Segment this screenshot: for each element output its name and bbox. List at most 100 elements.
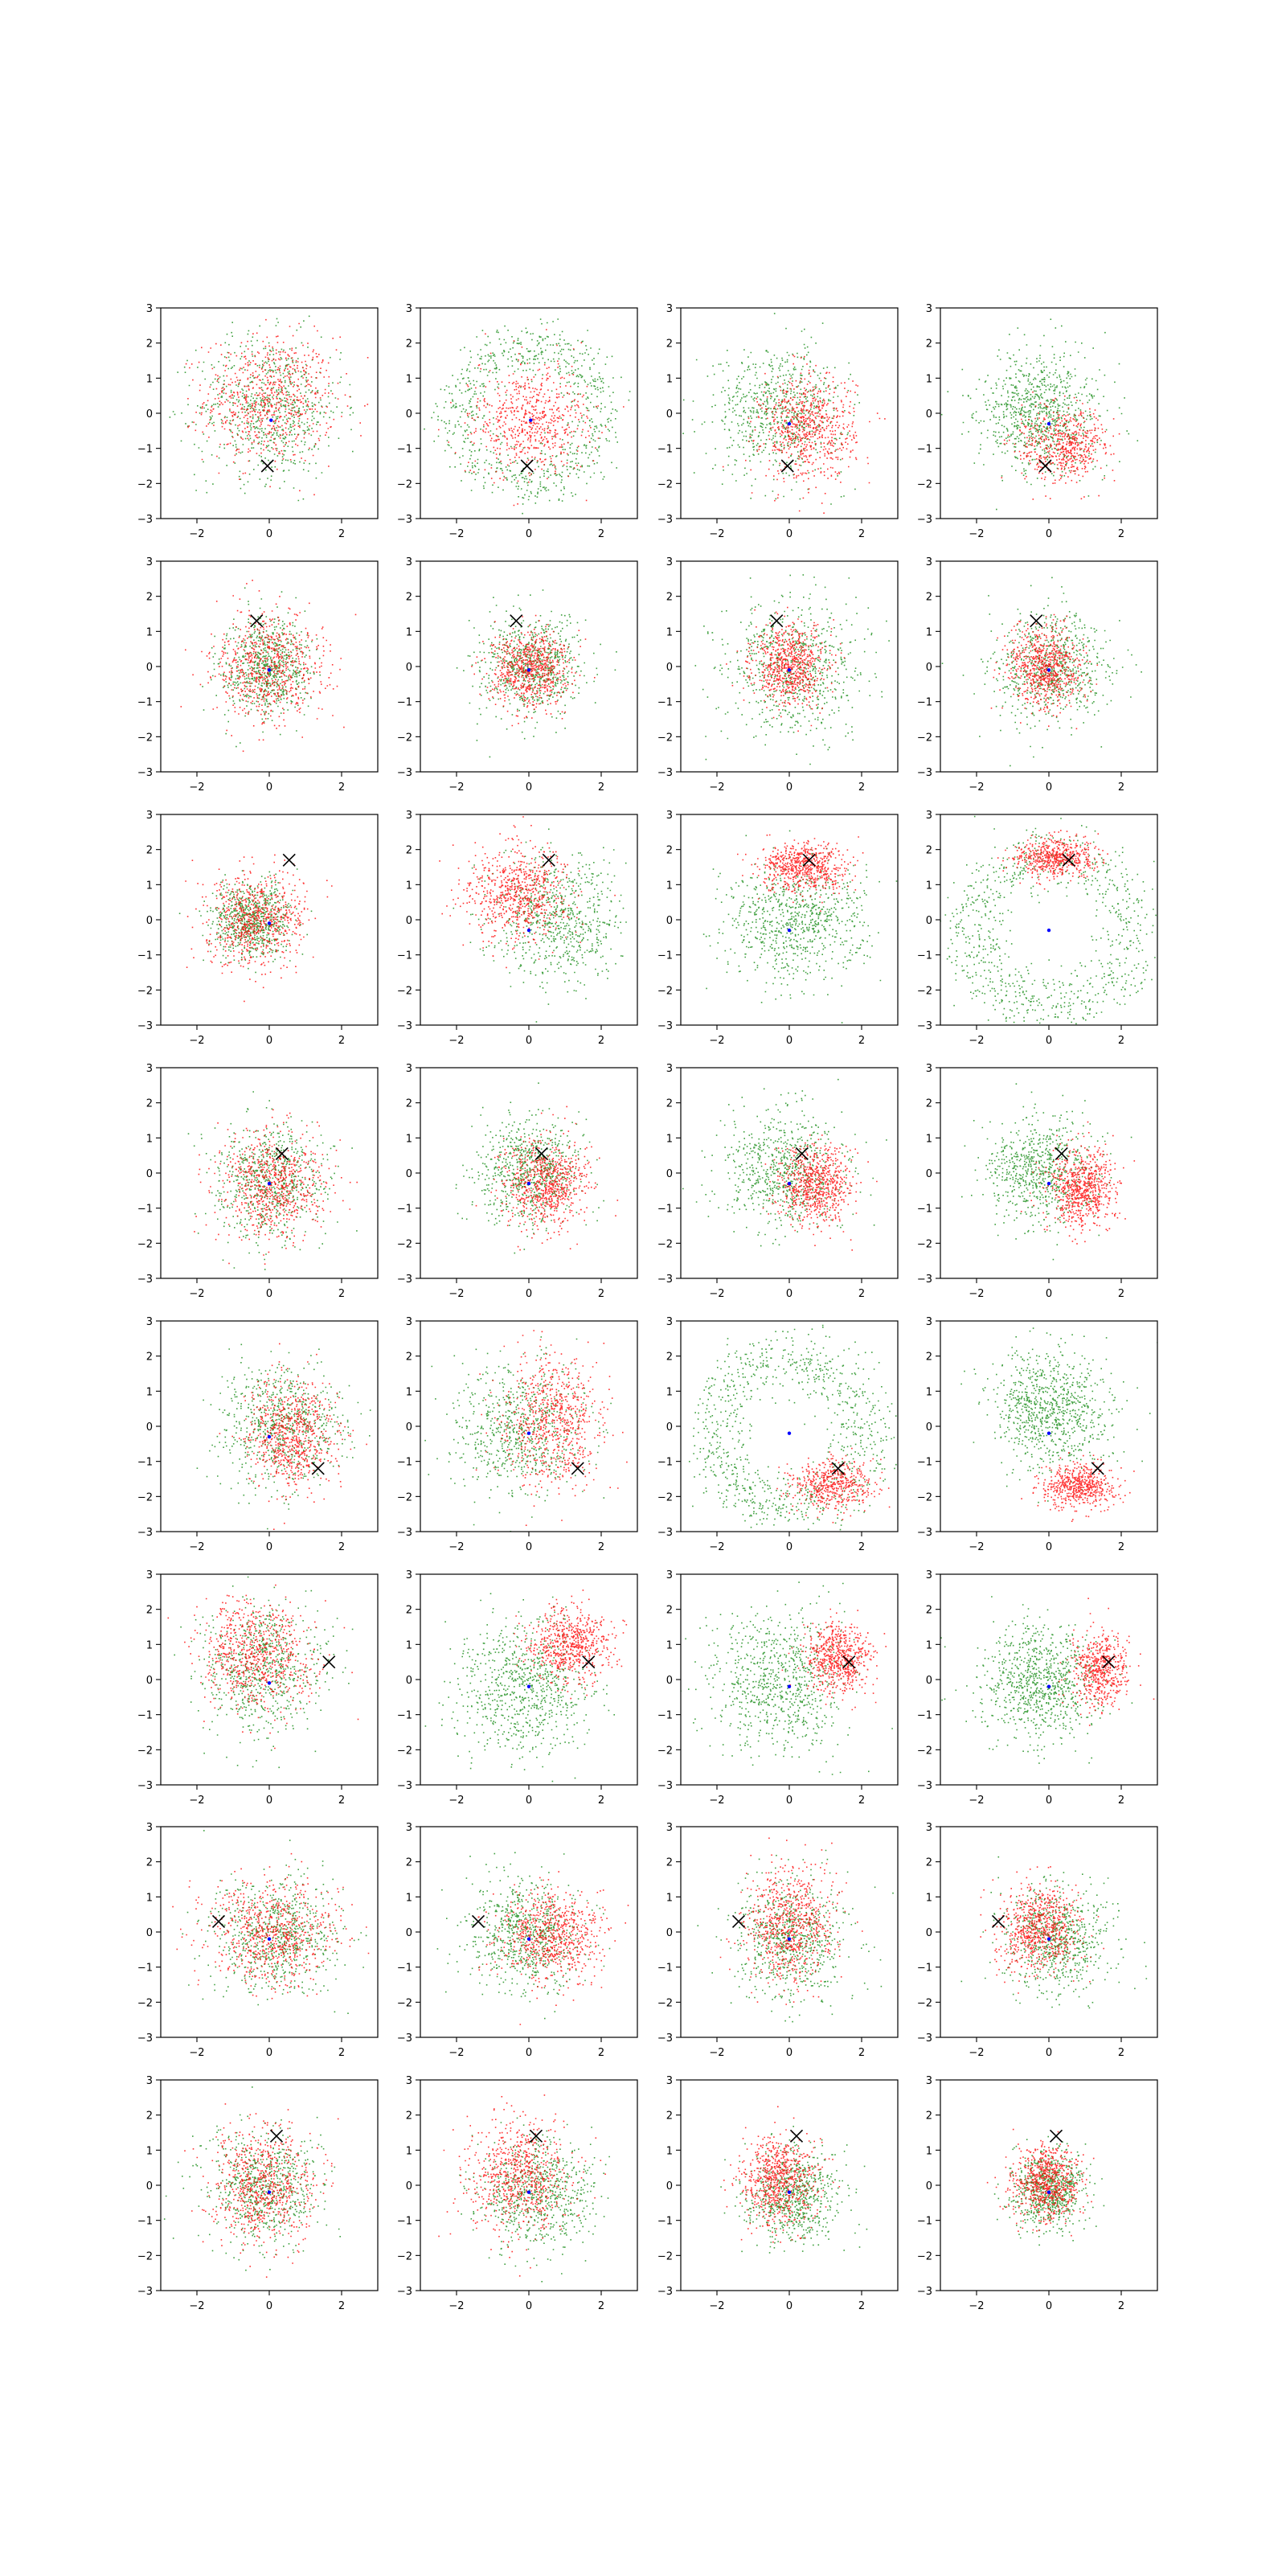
y-tick-label: −1 [137,697,153,709]
subplot-r7-c3: −2 0 2 −3 −2 −1 0 1 2 3 [917,2075,1158,2312]
y-tick-label: −2 [397,985,412,997]
x-tick-label: 0 [1046,1541,1052,1553]
x-tick-label: 2 [598,1288,604,1300]
scatter-points [163,2086,341,2278]
y-tick-label: 2 [146,845,153,857]
y-tick-label: 2 [146,1098,153,1110]
subplot-r6-c0: −2 0 2 −3 −2 −1 0 1 2 3 [137,1822,379,2059]
x-tick-label: 0 [266,1541,272,1553]
y-tick-label: 2 [666,1352,673,1364]
y-tick-label: −3 [917,2286,932,2298]
y-tick-label: −3 [137,1274,153,1286]
axes-frame [160,307,379,519]
x-tick-label: 2 [338,2047,345,2059]
y-tick-label: 0 [926,915,932,927]
y-tick-label: 3 [406,303,412,315]
x-marker [789,2129,804,2143]
x-tick-label: 0 [266,2047,272,2059]
y-tick-label: 1 [666,626,673,638]
x-marker [1062,853,1075,867]
subplot-r0-c2: −2 0 2 −3 −2 −1 0 1 2 3 [657,303,899,540]
y-tick-label: −1 [137,1963,153,1975]
x-tick-label: −2 [969,2300,984,2312]
green-scatter-series [453,828,627,1023]
y-tick-label: −2 [657,732,673,744]
y-tick-label: 1 [666,1639,673,1651]
axes-frame [940,1320,1158,1532]
subplot-r3-c1: −2 0 2 −3 −2 −1 0 1 2 3 [397,1063,638,1300]
blue-center-point [1046,1431,1051,1435]
x-tick-label: 0 [526,1288,532,1300]
y-tick-label: 0 [406,2180,412,2192]
y-tick-label: −3 [397,767,412,779]
y-tick-label: 0 [926,1927,932,1939]
y-tick-label: 0 [406,408,412,420]
x-tick-label: 2 [1118,781,1124,794]
scatter-points [702,830,898,1023]
subplot-r0-c0: −2 0 2 −3 −2 −1 0 1 2 3 [137,303,379,540]
green-scatter-series [960,1327,1157,1503]
x-tick-label: −2 [448,2047,464,2059]
y-tick-label: 1 [666,1892,673,1904]
y-tick-label: 1 [146,626,153,638]
y-tick-label: 1 [146,880,153,892]
y-tick-label: 1 [926,626,932,638]
y-tick-label: 3 [406,1822,412,1834]
x-tick-label: 0 [1046,2300,1052,2312]
y-tick-label: 3 [666,1822,673,1834]
scatter-points [180,580,357,753]
x-tick-label: 2 [1118,528,1124,540]
y-tick-label: 2 [926,1605,932,1617]
y-tick-label: 0 [666,662,673,674]
y-tick-label: 3 [926,1569,932,1581]
y-tick-label: −3 [917,1274,932,1286]
y-tick-label: −1 [917,2216,932,2228]
y-tick-label: −2 [917,1491,932,1503]
blue-center-point [526,1181,531,1186]
y-tick-label: −1 [397,2216,412,2228]
y-tick-label: −1 [917,950,932,962]
blue-center-point [1046,1937,1051,1941]
x-tick-label: 2 [858,1288,865,1300]
red-scatter-series [194,1109,358,1265]
y-tick-label: −3 [137,514,153,526]
y-tick-label: −3 [397,1780,412,1792]
blue-center-point [1046,668,1051,672]
y-tick-label: −2 [657,478,673,490]
y-tick-label: −3 [657,767,673,779]
x-tick-label: −2 [448,528,464,540]
green-scatter-series [940,815,1157,1025]
subplot-r6-c3: −2 0 2 −3 −2 −1 0 1 2 3 [917,1822,1158,2059]
scatter-points [961,1083,1136,1261]
x-tick-label: −2 [189,1795,204,1807]
blue-center-point [267,1937,272,1941]
y-tick-label: 3 [666,1316,673,1328]
y-tick-label: 2 [146,2110,153,2123]
x-tick-label: 2 [858,2300,865,2312]
y-tick-label: 2 [146,592,153,604]
y-tick-label: −1 [917,444,932,456]
y-tick-label: 0 [926,1421,932,1434]
y-tick-label: −1 [917,1457,932,1469]
y-tick-label: 2 [146,1605,153,1617]
y-tick-label: 2 [146,338,153,351]
y-tick-label: −2 [137,1745,153,1757]
subplot-r4-c3: −2 0 2 −3 −2 −1 0 1 2 3 [917,1316,1158,1553]
axes-frame [160,1826,379,2038]
green-scatter-series [720,2126,868,2254]
green-scatter-series [174,1576,354,1769]
y-tick-label: 1 [406,373,412,385]
x-tick-label: −2 [969,528,984,540]
blue-center-point [1046,928,1051,933]
green-scatter-series [960,1856,1148,2009]
blue-center-point [787,1431,792,1435]
y-tick-label: −1 [397,1710,412,1722]
y-tick-label: 0 [926,408,932,420]
red-scatter-series [990,613,1099,730]
y-tick-label: 2 [406,1857,412,1869]
y-tick-label: 2 [406,2110,412,2123]
x-marker [831,1462,845,1475]
red-scatter-series [185,854,333,1003]
